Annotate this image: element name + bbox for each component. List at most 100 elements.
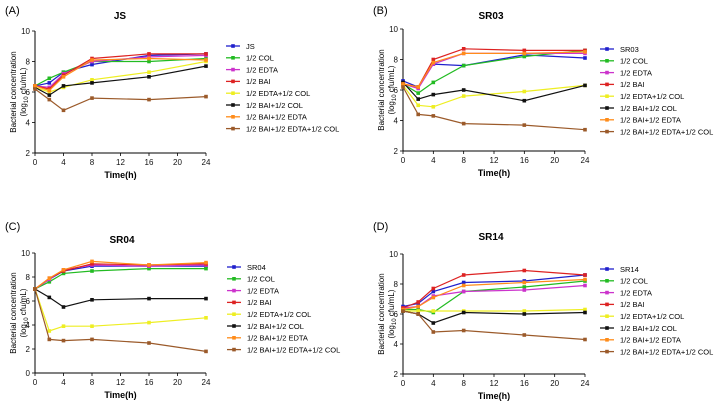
data-point xyxy=(47,81,52,85)
panel-label: (C) xyxy=(5,221,20,233)
data-point xyxy=(431,80,436,85)
y-axis-label: Bacterial concentration (log10 cfu/mL) xyxy=(9,51,30,132)
x-tick-label: 0 xyxy=(33,158,38,167)
series-line xyxy=(34,288,206,308)
series-line xyxy=(34,288,207,352)
x-axis-label: Time(h) xyxy=(478,391,510,401)
data-point xyxy=(416,304,420,309)
x-tick-label: 8 xyxy=(461,156,466,165)
legend-marker xyxy=(605,302,609,307)
x-axis-label: Time(h) xyxy=(104,390,136,400)
data-point xyxy=(204,266,208,271)
y-tick-label: 6 xyxy=(26,297,31,306)
data-point xyxy=(583,273,587,277)
y-axis-label: Bacterial concentration (log10 cfu/mL) xyxy=(377,49,398,130)
y-tick-label: 10 xyxy=(21,27,30,36)
data-point xyxy=(461,51,466,56)
data-point xyxy=(61,108,66,113)
legend-marker xyxy=(231,79,235,84)
data-point xyxy=(583,283,587,288)
data-point xyxy=(204,316,208,320)
data-point xyxy=(416,97,420,101)
legend-marker xyxy=(605,94,609,98)
legend-entry: 1/2 EDTA xyxy=(620,68,652,77)
y-tick-label: 2 xyxy=(26,345,31,354)
series-line xyxy=(402,278,586,311)
series-line xyxy=(34,260,207,290)
data-point xyxy=(147,263,151,267)
data-point xyxy=(147,59,151,64)
data-point xyxy=(147,266,151,271)
legend-entry: JS xyxy=(246,42,255,51)
series-line xyxy=(402,310,586,324)
data-point xyxy=(522,288,527,292)
data-point xyxy=(522,280,527,285)
data-point xyxy=(416,103,420,108)
data-point xyxy=(147,320,151,325)
legend-marker xyxy=(605,349,609,354)
legend-marker xyxy=(232,265,236,269)
data-point xyxy=(204,64,208,68)
y-axis-label: Bacterial concentration (log10 cfu/mL) xyxy=(377,273,398,354)
legend-marker xyxy=(605,118,609,122)
series-line xyxy=(34,57,207,92)
legend-entry: 1/2 BAI+1/2 EDTA xyxy=(247,334,308,343)
data-point xyxy=(47,329,52,333)
x-axis-label: Time(h) xyxy=(478,168,510,178)
data-point xyxy=(461,328,466,333)
data-point xyxy=(147,75,151,79)
data-point xyxy=(522,51,527,56)
series-line xyxy=(402,51,586,88)
legend-entry: 1/2 BAI+1/2 COL xyxy=(246,101,303,110)
data-point xyxy=(61,305,66,309)
data-point xyxy=(583,277,587,282)
y-axis-label-line2: (log10 cfu/mL) xyxy=(387,65,398,114)
legend-marker xyxy=(605,70,609,75)
data-point xyxy=(461,121,466,126)
data-point xyxy=(416,91,420,95)
data-point xyxy=(431,295,436,300)
legend-entry: 1/2 BAI+1/2 EDTA+1/2 COL xyxy=(620,127,713,136)
data-point xyxy=(461,310,466,315)
legend-marker xyxy=(605,314,609,318)
data-point xyxy=(522,123,527,127)
legend-marker xyxy=(231,115,235,119)
x-tick-label: 0 xyxy=(33,378,38,387)
series-line xyxy=(34,53,206,90)
data-point xyxy=(147,70,151,74)
data-point xyxy=(416,85,420,89)
data-point xyxy=(416,300,420,304)
data-point xyxy=(583,83,587,88)
series-line xyxy=(402,81,586,102)
legend-entry: 1/2 BAI+1/2 EDTA xyxy=(620,336,681,345)
data-point xyxy=(522,98,527,103)
x-tick-label: 12 xyxy=(116,378,125,387)
x-tick-label: 8 xyxy=(461,379,466,388)
series-line xyxy=(34,65,207,96)
x-tick-label: 0 xyxy=(401,156,406,165)
legend-entry: 1/2 EDTA xyxy=(246,65,278,74)
series-line xyxy=(402,84,586,108)
legend-entry: 1/2 BAI xyxy=(247,298,272,307)
legend-marker xyxy=(605,338,609,342)
panel-label: (D) xyxy=(373,221,388,233)
legend-marker xyxy=(605,129,609,134)
y-axis-label-line2: (log10 cfu/mL) xyxy=(387,289,398,338)
legend-marker xyxy=(232,347,236,352)
data-point xyxy=(90,78,94,82)
data-point xyxy=(90,337,94,342)
panel-label: (A) xyxy=(5,5,20,17)
x-tick-label: 24 xyxy=(581,379,590,388)
x-tick-label: 4 xyxy=(431,156,436,165)
legend-entry: 1/2 EDTA+1/2 COL xyxy=(620,92,684,101)
data-point xyxy=(47,276,52,280)
data-point xyxy=(61,324,66,328)
data-point xyxy=(90,259,94,264)
x-tick-label: 24 xyxy=(202,158,211,167)
data-point xyxy=(461,94,466,98)
legend-entry: 1/2 BAI+1/2 COL xyxy=(620,324,677,333)
data-point xyxy=(90,81,94,85)
